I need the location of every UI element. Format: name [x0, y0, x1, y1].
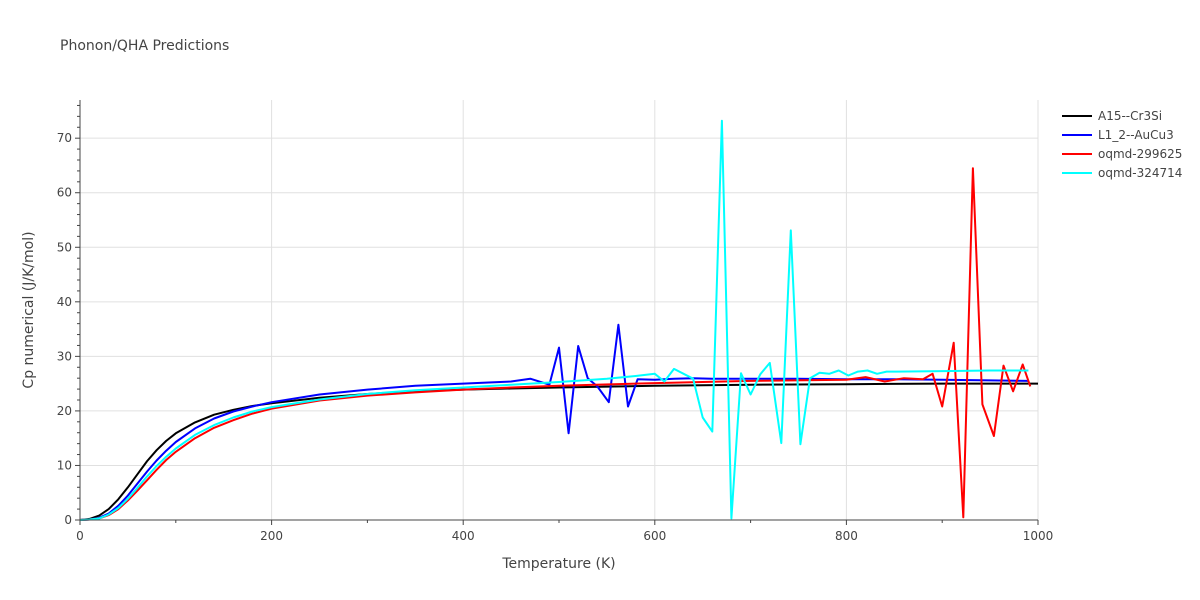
x-tick-label: 200: [260, 529, 283, 543]
legend-item[interactable]: oqmd-324714: [1062, 166, 1182, 180]
series-line-A15--Cr3Si: [79, 382, 1038, 521]
chart-title: Phonon/QHA Predictions: [60, 38, 229, 54]
legend-label: A15--Cr3Si: [1098, 109, 1162, 123]
legend[interactable]: A15--Cr3Si L1_2--AuCu3 oqmd-299625 oqmd-324…: [1062, 109, 1182, 180]
x-tick-label: 400: [452, 529, 475, 543]
y-tick-label: 40: [57, 295, 72, 309]
x-tick-label: 600: [643, 529, 666, 543]
y-tick-label: 0: [64, 513, 72, 527]
legend-item[interactable]: A15--Cr3Si: [1062, 109, 1162, 123]
legend-label: L1_2--AuCu3: [1098, 128, 1174, 142]
x-axis-title: Temperature (K): [501, 556, 615, 572]
x-tick-label: 800: [835, 529, 858, 543]
y-tick-label: 70: [57, 131, 72, 145]
axes: 0 200 400 600 800 1000 0 10 20 30 40 50 60 70: [57, 100, 1054, 543]
legend-label: oqmd-324714: [1098, 166, 1182, 180]
legend-label: oqmd-299625: [1098, 147, 1182, 161]
legend-item[interactable]: oqmd-299625: [1062, 147, 1182, 161]
series-line-oqmd-299625: [79, 167, 1032, 521]
y-tick-label: 30: [57, 349, 72, 363]
y-axis-title: Cp numerical (J/K/mol): [21, 231, 37, 388]
y-tick-label: 10: [57, 458, 72, 472]
x-tick-label: 0: [76, 529, 84, 543]
grid: [80, 100, 1039, 520]
x-tick-label: 1000: [1023, 529, 1054, 543]
y-tick-label: 50: [57, 240, 72, 254]
legend-item[interactable]: L1_2--AuCu3: [1062, 128, 1174, 142]
y-tick-label: 20: [57, 404, 72, 418]
y-tick-label: 60: [57, 186, 72, 200]
plot-area: [79, 119, 1038, 521]
series-line-oqmd-324714: [79, 119, 1029, 521]
